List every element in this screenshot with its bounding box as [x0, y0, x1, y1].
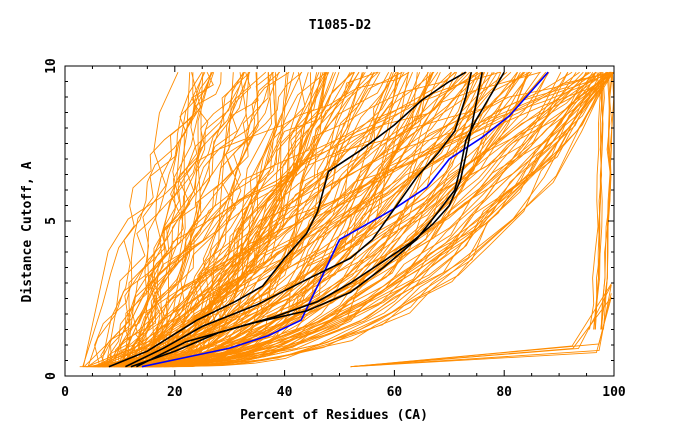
chart-title: T1085-D2: [309, 18, 372, 33]
background-series-line: [83, 71, 354, 368]
background-series-line: [125, 71, 482, 367]
background-series-line: [121, 71, 591, 367]
background-series-line: [122, 72, 204, 368]
background-series-line: [100, 72, 201, 368]
background-series-line: [105, 71, 267, 367]
background-series-group: [79, 71, 615, 368]
background-series-line: [161, 71, 403, 367]
y-tick-label: 0: [44, 372, 59, 380]
background-series-line: [94, 71, 203, 367]
x-tick-label: 20: [167, 385, 183, 400]
background-series-line: [149, 71, 275, 367]
background-series-line: [603, 72, 615, 330]
background-series-line: [350, 297, 612, 368]
background-series-line: [350, 293, 612, 368]
y-axis-label: Distance Cutoff, A: [20, 161, 35, 302]
background-series-line: [164, 71, 526, 368]
highlighted-series-group: [108, 71, 549, 368]
background-series-line: [594, 72, 603, 330]
background-series-line: [149, 72, 597, 368]
background-series-line: [103, 72, 249, 368]
background-series-line: [594, 72, 605, 330]
background-series-line: [100, 72, 215, 367]
background-series-line: [350, 284, 612, 368]
background-series-line: [138, 72, 473, 368]
highlight-series-line: [108, 71, 467, 368]
highlight-series-line: [130, 72, 483, 368]
x-tick-label: 100: [602, 385, 626, 400]
background-series-line: [117, 72, 206, 368]
background-series-line: [102, 72, 587, 368]
background-series-line: [600, 72, 613, 330]
x-axis-label: Percent of Residues (CA): [240, 408, 428, 423]
background-series-line: [87, 71, 281, 367]
x-tick-label: 80: [496, 385, 512, 400]
x-tick-label: 40: [277, 385, 293, 400]
background-series-line: [124, 71, 457, 367]
background-series-line: [125, 71, 584, 368]
background-series-line: [148, 71, 615, 368]
background-series-line: [145, 72, 609, 368]
y-tick-label: 10: [44, 58, 59, 74]
background-series-line: [135, 71, 612, 367]
background-series-line: [99, 71, 471, 368]
ticks-group: 0 20 40 60 80 100 0 5 10: [44, 58, 626, 400]
background-series-line: [110, 72, 441, 368]
background-series-line: [148, 71, 530, 368]
background-series-line: [82, 71, 410, 367]
background-series-line: [95, 71, 597, 368]
reference-series-line: [141, 71, 549, 368]
x-tick-label: 0: [61, 385, 69, 400]
x-tick-label: 60: [387, 385, 403, 400]
background-series-line: [119, 71, 541, 367]
background-series-line: [589, 72, 601, 330]
background-series-line: [97, 71, 547, 368]
background-series-line: [99, 71, 512, 368]
background-series-line: [150, 71, 303, 367]
highlight-series-line: [125, 72, 473, 368]
background-series-line: [159, 71, 612, 367]
background-series-line: [121, 71, 569, 368]
y-tick-label: 5: [44, 217, 59, 225]
background-series-line: [92, 71, 603, 368]
background-series-line: [119, 71, 518, 368]
background-series-line: [104, 71, 405, 368]
background-series-line: [350, 284, 612, 368]
background-series-line: [159, 71, 615, 368]
background-series-line: [101, 72, 212, 367]
background-series-line: [116, 71, 435, 367]
